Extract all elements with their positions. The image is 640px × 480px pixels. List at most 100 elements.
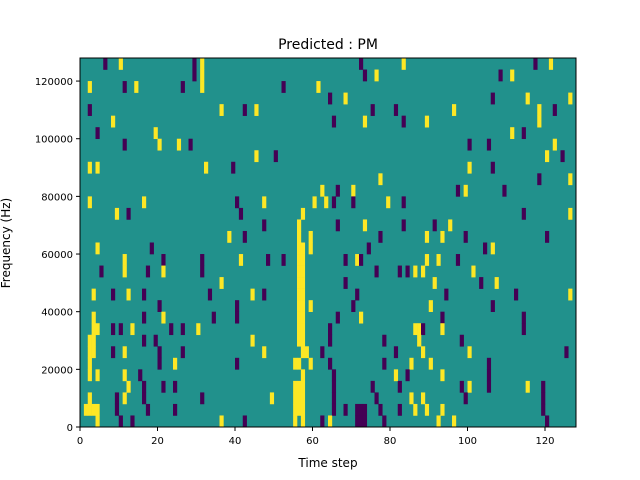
heatmap-cell — [421, 346, 426, 359]
heatmap-cell — [374, 265, 379, 278]
heatmap-cell — [242, 104, 247, 116]
heatmap-cell — [161, 265, 166, 278]
heatmap-cell — [328, 357, 333, 370]
heatmap-cell — [525, 92, 530, 105]
heatmap-cell — [331, 392, 337, 405]
heatmap-cell — [335, 311, 340, 324]
heatmap-cell — [91, 334, 96, 347]
heatmap-cell — [130, 323, 135, 336]
heatmap-cell — [378, 173, 383, 186]
heatmap-cell — [374, 69, 379, 82]
heatmap-cell — [490, 161, 495, 174]
heatmap-cell — [235, 311, 240, 324]
heatmap-cell — [409, 392, 414, 405]
heatmap-cell — [568, 92, 573, 105]
heatmap-cell — [87, 369, 92, 382]
heatmap-cell — [91, 311, 96, 324]
heatmap-cell — [300, 277, 306, 289]
heatmap-cell — [463, 184, 468, 197]
heatmap-cell — [502, 184, 507, 197]
heatmap-cell — [238, 207, 244, 220]
heatmap-cell — [153, 334, 158, 347]
heatmap-cell — [351, 196, 356, 209]
heatmap-cell — [83, 403, 89, 416]
heatmap-cell — [235, 300, 240, 312]
heatmap-cell — [300, 334, 306, 347]
heatmap-cell — [355, 254, 360, 266]
heatmap-cell — [297, 288, 302, 301]
heatmap-cell — [444, 288, 449, 301]
heatmap-cell — [231, 161, 236, 174]
y-tick-label: 100000 — [35, 135, 73, 146]
heatmap-cell — [254, 150, 259, 163]
heatmap-cell — [514, 288, 519, 301]
heatmap-cell — [297, 357, 302, 370]
heatmap-cell — [452, 104, 457, 116]
heatmap-cell — [192, 58, 197, 70]
heatmap-cell — [308, 230, 313, 243]
heatmap-cell — [300, 323, 306, 336]
heatmap-cell — [161, 380, 166, 393]
heatmap-cell — [273, 150, 278, 163]
heatmap-cell — [378, 230, 383, 243]
heatmap-cell — [200, 69, 205, 82]
heatmap-cell — [525, 380, 530, 393]
heatmap-cell — [560, 150, 565, 163]
heatmap-cell — [355, 288, 360, 301]
heatmap-cell — [328, 415, 333, 428]
heatmap-cell — [343, 403, 348, 416]
heatmap-cell — [95, 127, 100, 140]
heatmap-cell — [180, 81, 185, 93]
heatmap-cell — [126, 380, 131, 393]
heatmap-cell — [459, 380, 464, 393]
heatmap-cell — [300, 369, 306, 382]
heatmap-cell — [405, 265, 410, 278]
heatmap-cell — [99, 265, 104, 278]
heatmap-cell — [118, 415, 123, 428]
heatmap-cell — [486, 357, 492, 370]
heatmap-cell — [297, 277, 302, 289]
heatmap-cell — [122, 265, 127, 278]
heatmap-cell — [145, 403, 151, 416]
heatmap-cell — [308, 242, 313, 255]
heatmap-cell — [370, 380, 375, 393]
heatmap-cell — [498, 69, 503, 82]
heatmap-cell — [440, 311, 445, 324]
heatmap-cell — [250, 288, 255, 301]
heatmap-cell — [122, 346, 127, 359]
heatmap-cell — [111, 288, 116, 301]
heatmap-cell — [424, 115, 430, 128]
heatmap-cell — [312, 196, 317, 209]
heatmap-cell — [362, 219, 368, 232]
heatmap-cell — [180, 323, 185, 336]
heatmap-cell — [479, 277, 484, 289]
heatmap-cell — [204, 161, 209, 174]
heatmap-cell — [510, 127, 515, 140]
heatmap-cell — [436, 254, 441, 266]
heatmap-cell — [494, 277, 499, 289]
heatmap-cell — [421, 265, 426, 278]
heatmap-cell — [91, 346, 96, 359]
heatmap-cell — [300, 242, 306, 255]
heatmap-cell — [331, 403, 337, 416]
heatmap-cell — [467, 161, 472, 174]
heatmap-cell — [262, 346, 267, 359]
heatmap-cell — [142, 196, 147, 209]
heatmap-cell — [324, 196, 329, 209]
heatmap-cell — [541, 403, 546, 416]
heatmap-cell — [219, 415, 224, 428]
heatmap-cell — [87, 392, 92, 405]
heatmap-cell — [200, 254, 205, 266]
heatmap-cell — [293, 415, 298, 428]
heatmap-cell — [95, 415, 100, 428]
y-axis-label: Frequency (Hz) — [0, 198, 13, 289]
heatmap-cell — [331, 380, 337, 393]
heatmap-cell — [552, 104, 557, 116]
heatmap-cell — [262, 288, 267, 301]
heatmap-cell — [401, 58, 406, 70]
heatmap-cell — [157, 346, 162, 359]
heatmap-cell — [417, 334, 422, 347]
heatmap-cell — [192, 69, 197, 82]
heatmap-cell — [343, 254, 348, 266]
heatmap-cell — [393, 104, 399, 116]
